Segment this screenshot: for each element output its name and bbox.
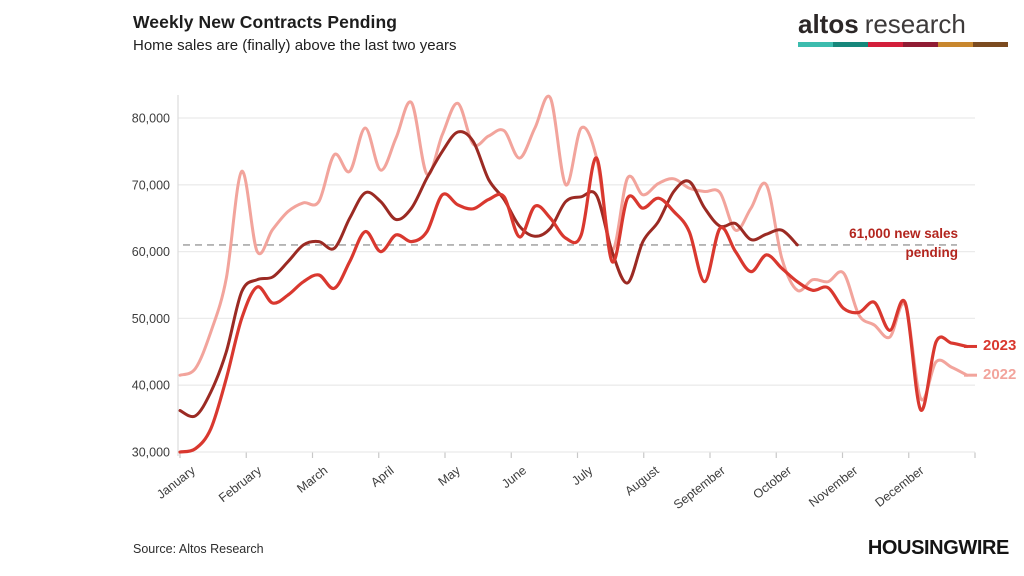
- logo-brand-light: research: [864, 9, 966, 39]
- series-line-current-year: [178, 130, 799, 419]
- housingwire-logo: HOUSINGWIRE: [867, 537, 1010, 559]
- logo-bar-segment: [798, 42, 833, 47]
- logo-bar-segment: [903, 42, 938, 47]
- x-axis-label: September: [671, 463, 728, 512]
- source-credit: Source: Altos Research: [133, 542, 264, 556]
- x-axis-label: April: [368, 463, 396, 489]
- x-axis-label: December: [873, 463, 927, 510]
- series-label-2022: 2022: [983, 366, 1017, 384]
- x-axis-label: November: [806, 463, 860, 510]
- reference-annotation: 61,000 new sales pending: [849, 224, 958, 262]
- y-axis-label: 40,000: [132, 379, 170, 393]
- y-axis-label: 30,000: [132, 446, 170, 460]
- page-subtitle: Home sales are (finally) above the last …: [133, 37, 457, 54]
- logo-color-bar: [798, 42, 1008, 47]
- x-axis-label: May: [436, 463, 464, 489]
- series-label-2023: 2023: [983, 337, 1017, 355]
- x-axis-label: July: [569, 463, 596, 488]
- x-axis-label: February: [216, 463, 265, 505]
- page-title: Weekly New Contracts Pending: [133, 12, 398, 32]
- y-axis-label: 60,000: [132, 245, 170, 259]
- x-axis-label: January: [154, 463, 198, 502]
- y-axis-label: 50,000: [132, 312, 170, 326]
- logo-wordmark: altos research: [798, 10, 1008, 38]
- logo-bar-segment: [833, 42, 868, 47]
- annotation-line-1: 61,000 new sales: [849, 226, 958, 241]
- x-axis-label: August: [622, 463, 662, 498]
- logo-bar-segment: [973, 42, 1008, 47]
- y-axis-label: 80,000: [132, 112, 170, 126]
- series-line-2022: [178, 94, 969, 402]
- logo-bar-segment: [938, 42, 973, 47]
- series-line-2023: [178, 156, 969, 454]
- x-axis-label: March: [294, 463, 330, 495]
- logo-brand-bold: altos: [798, 9, 859, 39]
- altos-research-logo: altos research: [798, 10, 1008, 47]
- y-axis-label: 70,000: [132, 178, 170, 192]
- logo-bar-segment: [868, 42, 903, 47]
- x-axis-label: June: [499, 463, 529, 491]
- x-axis-label: October: [750, 463, 794, 501]
- annotation-line-2: pending: [905, 245, 959, 260]
